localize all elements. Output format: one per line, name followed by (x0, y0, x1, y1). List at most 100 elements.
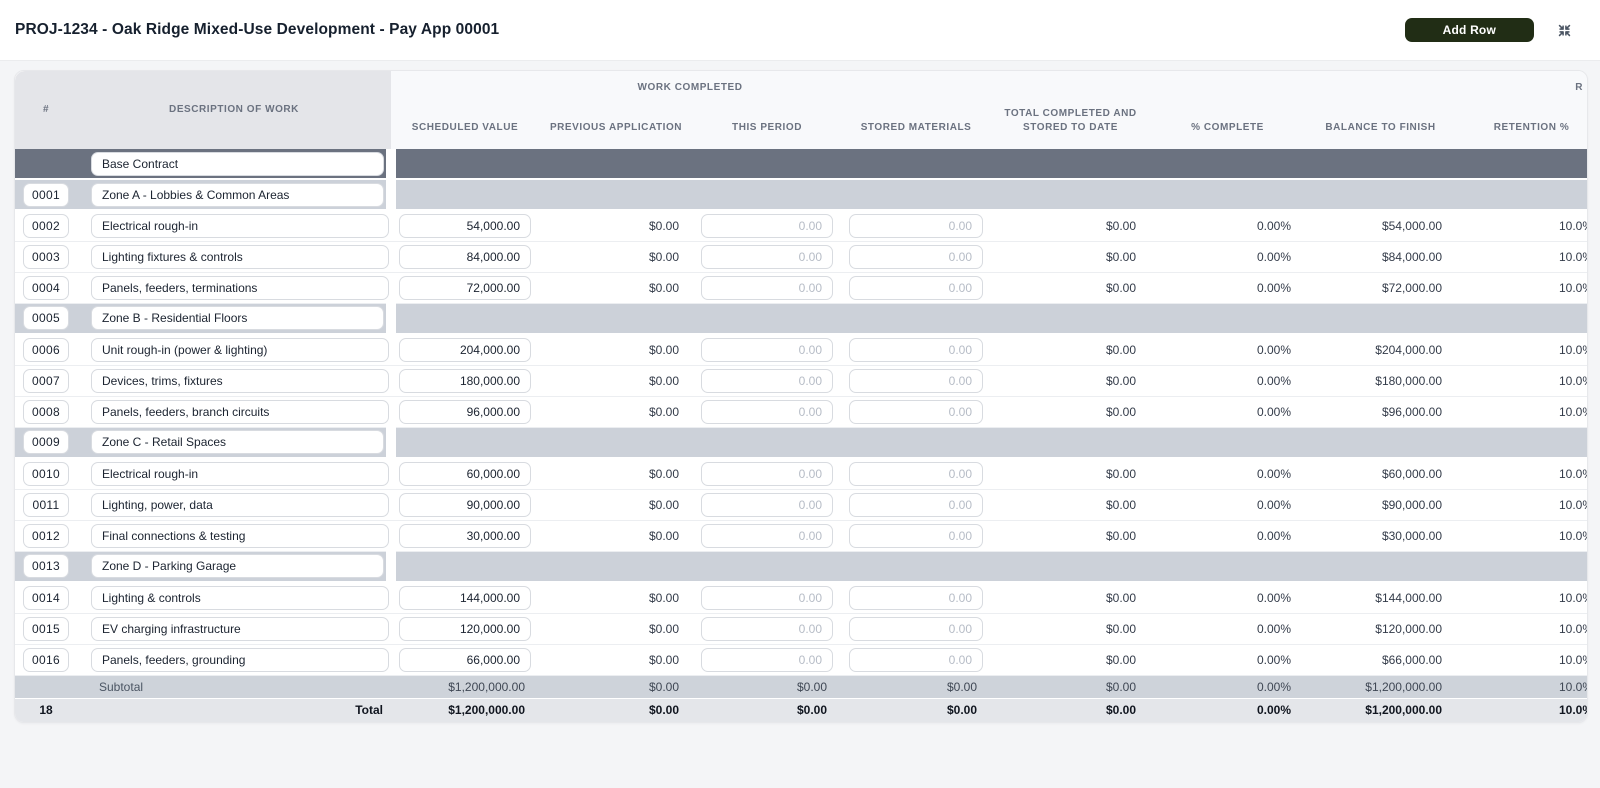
this-period-input[interactable] (701, 213, 834, 238)
row-number-input[interactable] (23, 306, 69, 331)
description-input[interactable] (91, 306, 384, 331)
scheduled-value-cell (391, 644, 539, 676)
scheduled-value-input[interactable] (399, 523, 531, 548)
description-input[interactable] (91, 151, 384, 176)
stored-materials-input[interactable] (849, 337, 984, 362)
stored-materials-input[interactable] (849, 213, 984, 238)
description-input[interactable] (91, 399, 389, 424)
balance-to-finish-cell: $180,000.00 (1305, 365, 1457, 397)
pct-complete-value: 0.00% (1256, 466, 1292, 481)
scheduled-value-cell (391, 241, 539, 273)
this-period-input[interactable] (701, 461, 834, 486)
scheduled-value-input[interactable] (399, 585, 531, 610)
total-row: 18 Total $1,200,000.00 $0.00 $0.00 $0.00 $0.00… (15, 698, 1587, 722)
total-total-completed-value: $0.00 (1105, 703, 1137, 718)
row-number-cell (15, 149, 77, 180)
row-number-input[interactable] (23, 275, 69, 300)
scheduled-value-input[interactable] (399, 461, 531, 486)
description-input[interactable] (91, 244, 389, 269)
stored-materials-cell (841, 272, 992, 304)
description-cell (77, 489, 391, 521)
this-period-input[interactable] (701, 244, 834, 269)
scheduled-value-input[interactable] (399, 616, 531, 641)
page-title: PROJ-1234 - Oak Ridge Mixed-Use Developm… (15, 21, 500, 38)
description-input[interactable] (91, 430, 384, 455)
description-input[interactable] (91, 554, 384, 579)
row-number-input[interactable] (23, 213, 69, 238)
this-period-input[interactable] (701, 399, 834, 424)
total-retention-value-cell: 10.0% (1456, 698, 1587, 722)
this-period-input[interactable] (701, 275, 834, 300)
row-number-input[interactable] (23, 647, 69, 672)
scheduled-value-input[interactable] (399, 275, 531, 300)
scheduled-value-input[interactable] (399, 213, 531, 238)
this-period-cell (693, 582, 842, 614)
stored-materials-cell (841, 365, 992, 397)
total-completed-value: $0.00 (1105, 590, 1137, 605)
row-number-input[interactable] (23, 430, 69, 455)
this-period-input[interactable] (701, 616, 834, 641)
previous-application-value: $0.00 (648, 218, 679, 233)
description-input[interactable] (91, 213, 389, 238)
row-number-input[interactable] (23, 399, 69, 424)
subtotal-label-cell: Subtotal (77, 675, 391, 699)
description-input[interactable] (91, 461, 389, 486)
add-row-button[interactable]: Add Row (1404, 18, 1534, 42)
scheduled-value-input[interactable] (399, 647, 531, 672)
row-number-input[interactable] (23, 461, 69, 486)
scheduled-value-input[interactable] (399, 492, 531, 517)
total-completed-cell: $0.00 (991, 458, 1151, 490)
description-input[interactable] (91, 585, 389, 610)
description-input[interactable] (91, 368, 389, 393)
scheduled-value-input[interactable] (399, 368, 531, 393)
this-period-input[interactable] (701, 337, 834, 362)
description-input[interactable] (91, 337, 389, 362)
this-period-cell (693, 210, 842, 242)
row-number-input[interactable] (23, 337, 69, 362)
stored-materials-input[interactable] (849, 244, 984, 269)
total-pct-complete-value: 0.00% (1256, 703, 1292, 718)
description-input[interactable] (91, 616, 389, 641)
row-number-cell (15, 613, 77, 645)
row-number-input[interactable] (23, 554, 69, 579)
this-period-input[interactable] (701, 647, 834, 672)
stored-materials-input[interactable] (849, 275, 984, 300)
description-input[interactable] (91, 275, 389, 300)
stored-materials-input[interactable] (849, 585, 984, 610)
stored-materials-input[interactable] (849, 368, 984, 393)
balance-to-finish-cell: $66,000.00 (1305, 644, 1457, 676)
line-item-row: $0.00 $0.00 0.00% $66,000.00 10.0% (15, 644, 1587, 676)
row-number-input[interactable] (23, 523, 69, 548)
stored-materials-input[interactable] (849, 399, 984, 424)
description-input[interactable] (91, 647, 389, 672)
description-input[interactable] (91, 492, 389, 517)
empty-cell (841, 551, 992, 583)
description-input[interactable] (91, 182, 384, 207)
row-number-input[interactable] (23, 492, 69, 517)
description-input[interactable] (91, 523, 389, 548)
retention-value: 10.0% (1558, 373, 1587, 388)
scheduled-value-input[interactable] (399, 244, 531, 269)
row-number-input[interactable] (23, 244, 69, 269)
stored-materials-input[interactable] (849, 461, 984, 486)
this-period-input[interactable] (701, 523, 834, 548)
stored-materials-input[interactable] (849, 647, 984, 672)
stored-materials-cell (841, 396, 992, 428)
zone-header-row (15, 551, 1587, 583)
this-period-input[interactable] (701, 585, 834, 610)
empty-cell (539, 551, 693, 583)
this-period-input[interactable] (701, 368, 834, 393)
scheduled-value-input[interactable] (399, 337, 531, 362)
scheduled-value-input[interactable] (399, 399, 531, 424)
empty-cell (991, 303, 1151, 335)
this-period-input[interactable] (701, 492, 834, 517)
row-number-input[interactable] (23, 585, 69, 610)
stored-materials-input[interactable] (849, 523, 984, 548)
row-number-input[interactable] (23, 368, 69, 393)
row-number-input[interactable] (23, 182, 69, 207)
compress-icon[interactable] (1556, 22, 1573, 39)
row-number-input[interactable] (23, 616, 69, 641)
stored-materials-input[interactable] (849, 616, 984, 641)
empty-cell (693, 149, 842, 180)
stored-materials-input[interactable] (849, 492, 984, 517)
